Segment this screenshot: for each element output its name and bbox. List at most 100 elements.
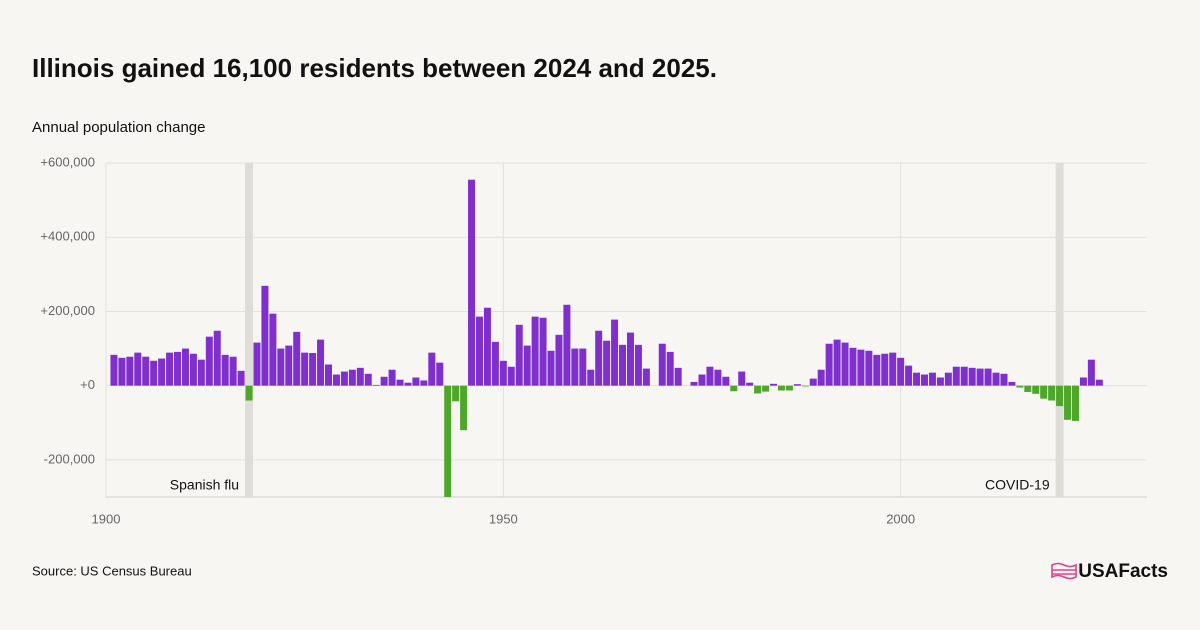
bar <box>213 330 221 386</box>
bar <box>801 385 809 387</box>
bar <box>1000 373 1008 386</box>
bar <box>118 357 126 386</box>
bar <box>237 370 245 386</box>
bar <box>309 353 317 386</box>
bar <box>658 343 666 386</box>
bar <box>587 369 595 386</box>
bar <box>277 348 285 386</box>
bar <box>444 385 452 497</box>
bar <box>483 307 491 386</box>
bar <box>269 313 277 386</box>
y-tick-label: +600,000 <box>40 154 95 169</box>
bar <box>523 345 531 386</box>
bar <box>356 367 364 386</box>
bar <box>317 339 325 386</box>
bar <box>762 385 770 392</box>
bar <box>841 342 849 386</box>
logo-icon <box>1051 562 1077 580</box>
bar <box>301 352 309 386</box>
bar <box>428 352 436 386</box>
bar <box>626 332 634 386</box>
bar <box>984 368 992 386</box>
bar <box>1087 359 1095 386</box>
bar <box>1079 377 1087 386</box>
bar <box>245 385 253 401</box>
bar <box>889 352 897 386</box>
bar <box>563 304 571 386</box>
bar <box>920 374 928 386</box>
x-tick-label: 1950 <box>489 511 518 526</box>
bar <box>539 317 547 386</box>
bar <box>1095 379 1103 386</box>
bar <box>166 352 174 386</box>
annotation-band <box>245 163 254 497</box>
annotation-label: Spanish flu <box>170 477 239 493</box>
annotation-label: COVID-19 <box>985 477 1050 493</box>
annotation-band <box>1055 163 1064 497</box>
bar <box>547 350 555 386</box>
chart-title: Illinois gained 16,100 residents between… <box>32 53 717 83</box>
bar <box>595 330 603 386</box>
bar <box>475 316 483 386</box>
bar <box>1008 381 1016 386</box>
bar <box>1056 385 1064 407</box>
bar <box>221 354 229 386</box>
bar <box>412 377 420 386</box>
bar <box>833 339 841 386</box>
bar <box>364 373 372 386</box>
bar <box>785 385 793 391</box>
bar <box>936 377 944 386</box>
bar <box>873 354 881 386</box>
bar <box>944 372 952 386</box>
bar <box>174 351 182 386</box>
bar <box>809 378 817 386</box>
bar <box>253 342 261 386</box>
bar <box>865 350 873 386</box>
bar <box>619 344 627 386</box>
bar <box>992 372 1000 386</box>
bar <box>698 374 706 386</box>
bar <box>690 381 698 386</box>
bar <box>968 367 976 386</box>
bar <box>960 366 968 386</box>
bar <box>976 368 984 386</box>
bar <box>197 359 205 386</box>
bar <box>579 348 587 386</box>
bar <box>460 385 468 431</box>
bar <box>150 360 158 386</box>
bar <box>189 353 197 386</box>
logo: USAFacts <box>1078 561 1168 582</box>
y-tick-label: -200,000 <box>44 451 95 466</box>
bar <box>404 382 412 386</box>
bar <box>746 382 754 386</box>
y-tick-label: +0 <box>80 377 95 392</box>
bar <box>1048 385 1056 401</box>
bar <box>1032 385 1040 394</box>
bar <box>340 371 348 386</box>
bar <box>666 351 674 386</box>
bar <box>396 379 404 386</box>
bar <box>1024 385 1032 392</box>
bar <box>905 365 913 386</box>
bar <box>261 285 269 386</box>
bar <box>507 366 515 386</box>
bar <box>897 357 905 386</box>
bar <box>730 385 738 392</box>
bar <box>126 356 134 386</box>
bar <box>134 352 142 386</box>
bar <box>817 369 825 386</box>
chart-subtitle: Annual population change <box>32 119 205 136</box>
bar <box>611 319 619 386</box>
x-tick-label: 1900 <box>92 511 121 526</box>
bar <box>420 380 428 386</box>
bar <box>388 369 396 386</box>
bar <box>332 374 340 386</box>
bar <box>452 385 460 402</box>
bar <box>348 369 356 386</box>
x-tick-label: 2000 <box>886 511 915 526</box>
bar <box>770 383 778 386</box>
bar <box>793 384 801 386</box>
bar <box>205 336 213 386</box>
bar <box>468 179 476 386</box>
bar <box>1016 385 1024 388</box>
